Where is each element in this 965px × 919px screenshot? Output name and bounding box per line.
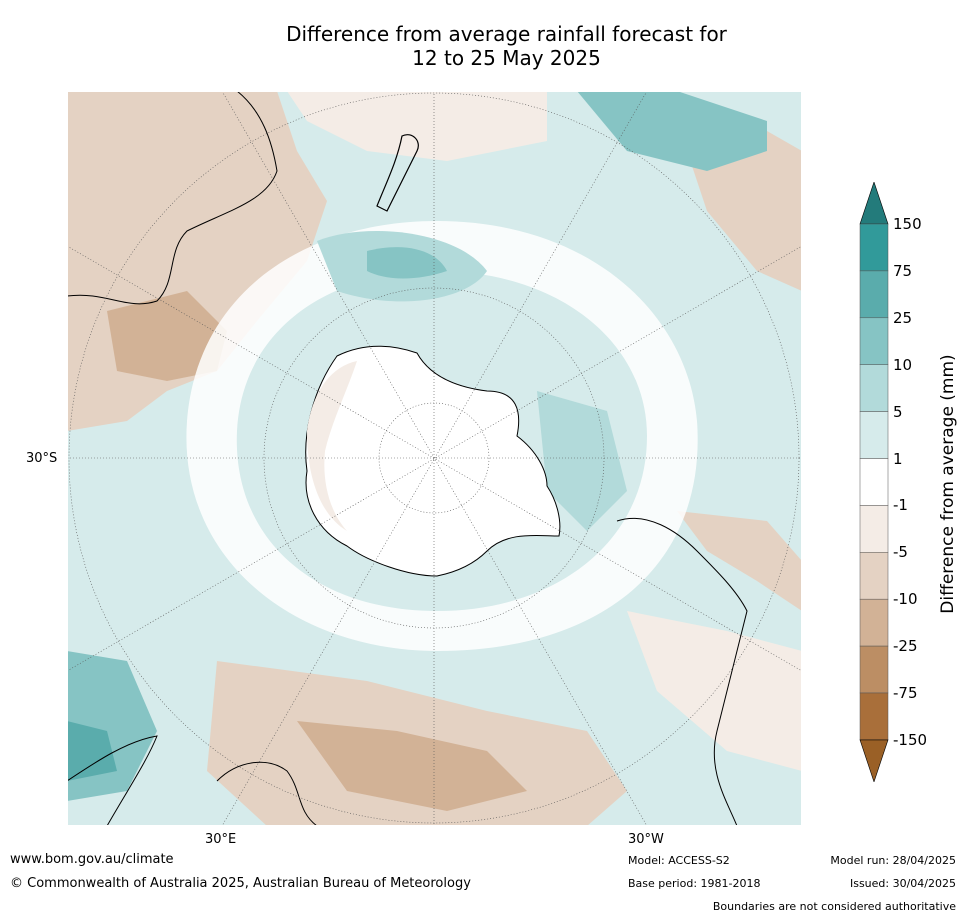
- lon-label-30w: 30°W: [628, 832, 664, 847]
- footer-issued: Issued: 30/04/2025: [849, 877, 956, 890]
- africa-coastline: [67, 91, 278, 305]
- footer-copyright: © Commonwealth of Australia 2025, Austra…: [10, 876, 471, 891]
- dry-region-pacific-ne: [687, 131, 802, 291]
- graticule: [67, 91, 802, 826]
- colorbar-tick-label: 25: [893, 308, 913, 327]
- south-america-coastline: [616, 517, 748, 826]
- australia-coastline: [67, 735, 158, 826]
- colorbar-segment: [859, 458, 889, 506]
- footer-model-run: Model run: 28/04/2025: [830, 854, 956, 867]
- wet-region-east-pacific: [577, 91, 767, 171]
- colorbar-segment: [859, 317, 889, 365]
- dry-region-atlantic-e: [627, 611, 802, 771]
- colorbar-tick-label: -5: [893, 543, 908, 562]
- colorbar: [859, 182, 889, 782]
- colorbar-tick-label: -75: [893, 684, 918, 702]
- title-line-2: 12 to 25 May 2025: [412, 46, 601, 70]
- dry-region-nz: [287, 91, 547, 161]
- colorbar-segment: [859, 505, 889, 553]
- colorbar-extend-top: [859, 182, 889, 225]
- title-line-1: Difference from average rainfall forecas…: [286, 22, 727, 46]
- map-title: Difference from average rainfall forecas…: [0, 22, 965, 70]
- dry-region-africa-core: [107, 291, 227, 381]
- colorbar-tick-label: 1: [893, 449, 903, 468]
- wet-region-indian-west-core: [67, 721, 117, 781]
- map-panel: [67, 91, 802, 826]
- colorbar-segment: [859, 552, 889, 600]
- colorbar-tick-label: -150: [893, 730, 928, 749]
- colorbar-tick-label: -1: [893, 496, 908, 515]
- colorbar-tick-label: -10: [893, 590, 918, 609]
- colorbar-segment: [859, 411, 889, 459]
- colorbar-tick-label: 5: [893, 402, 903, 421]
- map-svg: [67, 91, 802, 826]
- colorbar-segment: [859, 692, 889, 741]
- colorbar-segment: [859, 645, 889, 694]
- footer-url: www.bom.gov.au/climate: [10, 852, 174, 867]
- colorbar-extend-bottom: [859, 739, 889, 782]
- footer-disclaimer: Boundaries are not considered authoritat…: [712, 900, 956, 913]
- wet-region-south-atlantic: [537, 391, 627, 531]
- lon-label-30e: 30°E: [205, 832, 237, 847]
- dry-region-indian-core: [297, 721, 527, 811]
- wet-region-south-pacific-core: [367, 247, 447, 279]
- colorbar-tick-label: 150: [893, 215, 922, 233]
- colorbar-tick-label: 10: [893, 355, 913, 374]
- colorbar-segment: [859, 364, 889, 412]
- colorbar-tick-label: 75: [893, 261, 913, 280]
- colorbar-title: Difference from average (mm): [938, 354, 958, 614]
- footer-model: Model: ACCESS-S2: [628, 854, 730, 867]
- antarctica-dry-fringe: [307, 361, 357, 531]
- new-zealand-coastline: [376, 134, 419, 212]
- tasmania-coastline: [216, 761, 318, 826]
- colorbar-tick-label: -25: [893, 637, 918, 656]
- lat-label-30s: 30°S: [26, 451, 58, 466]
- antarctica-landmass: [305, 345, 561, 577]
- colorbar-segment: [859, 598, 889, 647]
- colorbar-segment: [859, 223, 889, 272]
- dry-region-south-america: [677, 511, 802, 611]
- colorbar-segment: [859, 270, 889, 319]
- footer-base-period: Base period: 1981-2018: [628, 877, 761, 890]
